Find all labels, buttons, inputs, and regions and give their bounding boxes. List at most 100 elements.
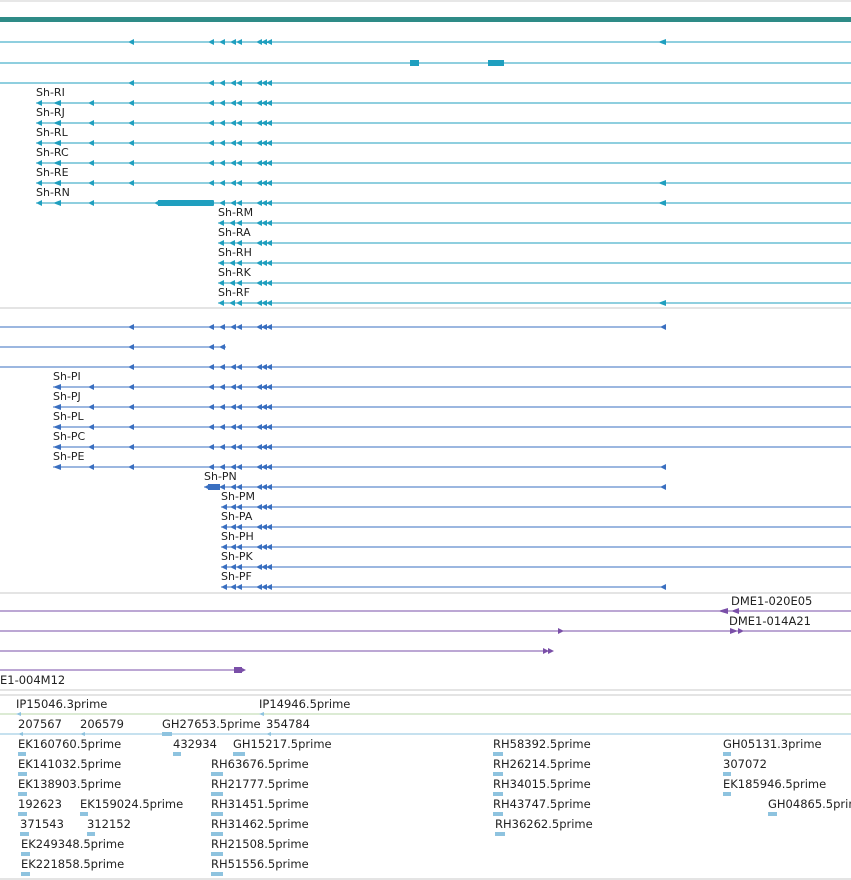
protein-row[interactable]: Sh-PH <box>221 530 851 550</box>
est-label[interactable]: EK141032.5prime <box>18 757 121 771</box>
est-feature[interactable] <box>80 732 85 736</box>
est-feature[interactable] <box>493 812 503 816</box>
est-label[interactable]: 371543 <box>20 817 64 831</box>
est-label[interactable]: RH21777.5prime <box>211 777 309 791</box>
est-label[interactable]: 192623 <box>18 797 62 811</box>
transcript-row[interactable]: Sh-RH <box>218 246 851 266</box>
est-feature[interactable] <box>211 832 223 836</box>
est-feature[interactable] <box>211 852 223 856</box>
est-feature[interactable] <box>162 732 172 736</box>
transcript-row[interactable] <box>0 39 851 45</box>
transcript-row[interactable]: Sh-RK <box>218 266 851 286</box>
est-feature[interactable] <box>18 772 27 776</box>
est-feature[interactable] <box>18 732 23 736</box>
est-feature[interactable] <box>21 872 30 876</box>
transcript-row[interactable]: Sh-RJ <box>36 106 851 126</box>
est-label[interactable]: 207567 <box>18 717 62 731</box>
transcript-row[interactable]: Sh-RN <box>36 186 851 206</box>
est-label[interactable]: RH31451.5prime <box>211 797 309 811</box>
est-feature[interactable] <box>259 712 264 716</box>
protein-row[interactable]: Sh-PJ <box>53 390 851 410</box>
transcript-row[interactable]: Sh-RA <box>218 226 851 246</box>
est-label[interactable]: GH15217.5prime <box>233 737 332 751</box>
est-label[interactable]: EK160760.5prime <box>18 737 121 751</box>
est-feature[interactable] <box>87 832 95 836</box>
protein-row[interactable]: Sh-PC <box>53 430 851 450</box>
clone-track: DME1-020E05 DME1-014A21 E1-004M12 <box>0 594 851 687</box>
est-feature[interactable] <box>211 792 223 796</box>
est-label[interactable]: RH63676.5prime <box>211 757 309 771</box>
est-label[interactable]: RH26214.5prime <box>493 757 591 771</box>
est-feature[interactable] <box>211 812 223 816</box>
transcript-row[interactable]: Sh-RF <box>218 286 851 306</box>
transcript-row[interactable] <box>0 80 851 86</box>
est-label[interactable]: RH43747.5prime <box>493 797 591 811</box>
est-feature[interactable] <box>18 812 27 816</box>
est-feature[interactable] <box>80 812 88 816</box>
est-label[interactable]: RH51556.5prime <box>211 857 309 871</box>
clone-row[interactable]: DME1-020E05 <box>0 594 851 614</box>
protein-row[interactable]: Sh-PA <box>221 510 851 530</box>
clone-row[interactable]: DME1-014A21 <box>0 614 851 634</box>
est-feature[interactable] <box>18 792 27 796</box>
protein-row[interactable] <box>0 324 666 330</box>
est-label[interactable]: EK159024.5prime <box>80 797 183 811</box>
est-feature[interactable] <box>493 792 503 796</box>
est-label[interactable]: GH27653.5prime <box>162 717 261 731</box>
est-feature[interactable] <box>211 872 223 876</box>
protein-row[interactable]: Sh-PL <box>53 410 851 430</box>
transcript-row[interactable]: Sh-RL <box>36 126 851 146</box>
clone-row[interactable] <box>0 648 554 654</box>
est-feature[interactable] <box>723 772 731 776</box>
protein-row[interactable]: Sh-PN <box>204 470 666 490</box>
est-feature[interactable] <box>21 852 30 856</box>
est-feature[interactable] <box>495 832 505 836</box>
est-feature[interactable] <box>493 752 503 756</box>
est-feature[interactable] <box>173 752 181 756</box>
est-label[interactable]: RH58392.5prime <box>493 737 591 751</box>
est-label[interactable]: RH34015.5prime <box>493 777 591 791</box>
protein-label: Sh-PI <box>53 370 81 383</box>
est-feature[interactable] <box>768 812 777 816</box>
est-label[interactable]: 312152 <box>87 817 131 831</box>
transcript-row[interactable]: Sh-RE <box>36 166 851 186</box>
est-feature[interactable] <box>723 752 731 756</box>
est-label[interactable]: 307072 <box>723 757 767 771</box>
protein-row[interactable]: Sh-PM <box>221 490 851 510</box>
clone-row[interactable]: E1-004M12 <box>0 667 246 687</box>
est-label[interactable]: RH36262.5prime <box>495 817 593 831</box>
est-label[interactable]: IP14946.5prime <box>259 697 350 711</box>
protein-row[interactable]: Sh-PE <box>53 450 666 470</box>
est-label[interactable]: EK138903.5prime <box>18 777 121 791</box>
transcript-row[interactable]: Sh-RM <box>218 206 851 226</box>
protein-row[interactable] <box>0 344 226 350</box>
est-label[interactable]: 206579 <box>80 717 124 731</box>
est-label[interactable]: EK221858.5prime <box>21 857 124 871</box>
est-label[interactable]: EK249348.5prime <box>21 837 124 851</box>
est-feature[interactable] <box>723 792 731 796</box>
est-label[interactable]: IP15046.3prime <box>16 697 107 711</box>
est-label[interactable]: RH21508.5prime <box>211 837 309 851</box>
est-label[interactable]: GH04865.5prime <box>768 797 851 811</box>
protein-label: Sh-PF <box>221 570 252 583</box>
est-feature[interactable] <box>266 732 271 736</box>
est-feature[interactable] <box>18 752 26 756</box>
est-label[interactable]: GH05131.3prime <box>723 737 822 751</box>
transcript-row[interactable]: Sh-RC <box>36 146 851 166</box>
est-feature[interactable] <box>233 752 245 756</box>
protein-row[interactable]: Sh-PK <box>221 550 851 570</box>
transcript-row[interactable]: Sh-RI <box>36 86 851 106</box>
est-feature[interactable] <box>211 772 223 776</box>
est-feature[interactable] <box>20 832 29 836</box>
protein-row[interactable]: Sh-PI <box>53 370 851 390</box>
est-label[interactable]: 354784 <box>266 717 310 731</box>
est-label[interactable]: EK185946.5prime <box>723 777 826 791</box>
protein-row[interactable]: Sh-PF <box>221 570 666 590</box>
est-feature[interactable] <box>16 712 21 716</box>
est-label[interactable]: 432934 <box>173 737 217 751</box>
est-feature[interactable] <box>493 772 503 776</box>
gene-span-bar[interactable] <box>0 17 851 22</box>
est-label[interactable]: RH31462.5prime <box>211 817 309 831</box>
transcript-row[interactable] <box>0 60 851 66</box>
protein-row[interactable] <box>0 364 851 370</box>
